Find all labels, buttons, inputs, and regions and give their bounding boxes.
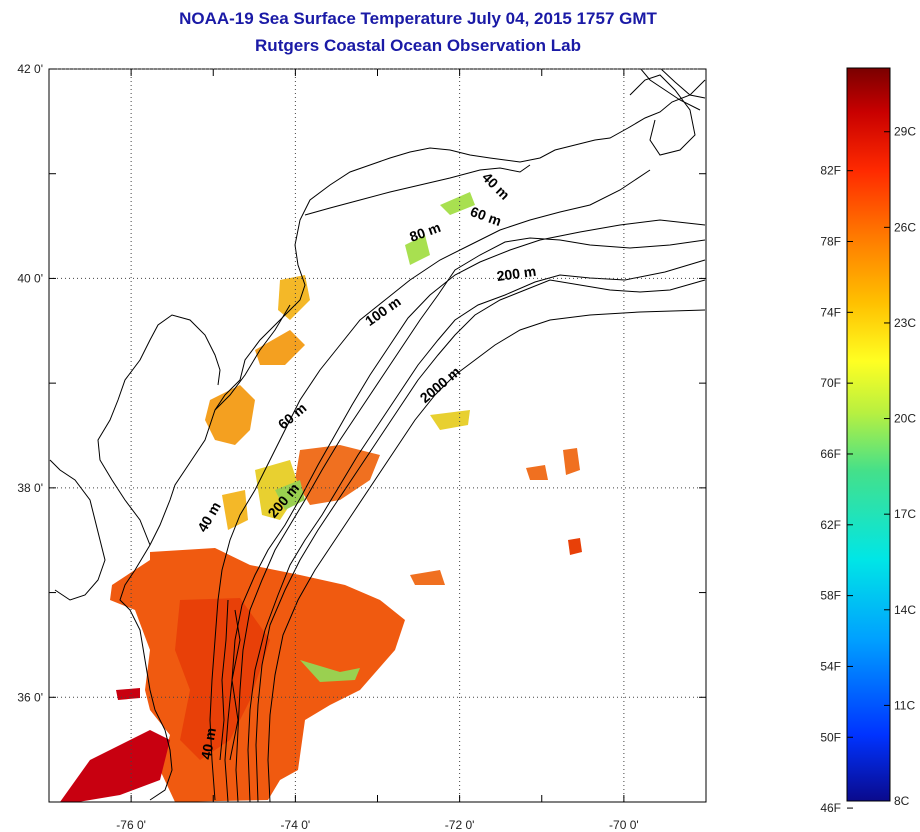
isobath-label: 40 m xyxy=(198,726,219,760)
colorbar-f-label: 66F xyxy=(820,447,841,461)
isobath-2000m xyxy=(267,309,706,802)
sst-patch-capemay xyxy=(255,330,305,365)
colorbar-c-label: 11C xyxy=(894,698,915,712)
lat-tick-label: 40 0' xyxy=(17,271,43,285)
colorbar-f-label: 46F xyxy=(820,801,841,815)
colorbar-c-label: 17C xyxy=(894,507,916,521)
sst-patch-pamlico xyxy=(116,688,140,700)
sst-patch-eddy4 xyxy=(410,570,445,585)
sst-patch-chesapeake-mouth xyxy=(222,490,248,530)
colorbar-f-label: 50F xyxy=(820,730,841,744)
sst-patches xyxy=(60,192,582,802)
lon-tick-label: -70 0' xyxy=(609,818,639,832)
map-subtitle: Rutgers Coastal Ocean Observation Lab xyxy=(255,36,581,55)
isobath-label: 200 m xyxy=(496,263,538,284)
coastline-chesapeake xyxy=(97,314,221,546)
colorbar-c-label: 26C xyxy=(894,220,916,234)
lat-tick-label: 42 0' xyxy=(17,62,43,76)
isobath-label: 60 m xyxy=(468,203,503,229)
coastlines-and-isobaths xyxy=(49,69,706,802)
lon-tick-label: -76 0' xyxy=(116,818,146,832)
coastline-delaware xyxy=(214,304,291,411)
isobath-label: 60 m xyxy=(275,400,310,433)
sst-patch-delmarva xyxy=(205,385,255,445)
isobath-100m xyxy=(247,259,706,802)
sst-patch-eddy2 xyxy=(568,538,582,555)
canyon-contours xyxy=(219,599,241,761)
isobath-label: 2000 m xyxy=(417,363,464,406)
isobath-80m xyxy=(235,237,706,802)
lat-tick-label: 38 0' xyxy=(17,481,43,495)
colorbar-c-label: 23C xyxy=(894,316,916,330)
colorbar-f-label: 82F xyxy=(820,164,841,178)
colorbar-f-label: 54F xyxy=(820,659,841,673)
sst-patch-capehatteras xyxy=(60,730,170,802)
colorbar-f-label: 62F xyxy=(820,518,841,532)
colorbar-f-label: 58F xyxy=(820,589,841,603)
sst-patch-offshore-yellow xyxy=(430,410,470,430)
sst-patch-li-green2 xyxy=(440,192,475,215)
sst-patch-green-edge xyxy=(300,660,360,682)
colorbar-f-label: 70F xyxy=(820,376,841,390)
isobath-60m xyxy=(224,219,706,802)
sst-patch-eddy1 xyxy=(563,448,580,475)
colorbar-f-label: 78F xyxy=(820,235,841,249)
isobath-label: 100 m xyxy=(362,293,404,329)
lon-tick-label: -74 0' xyxy=(281,818,311,832)
coastline-inland xyxy=(49,459,106,601)
lat-tick-label: 36 0' xyxy=(17,690,43,704)
colorbar-c-label: 14C xyxy=(894,603,916,617)
sst-patch-li-green1 xyxy=(405,235,430,265)
coastline-gulfofmaine xyxy=(640,69,706,111)
colorbar xyxy=(846,67,891,802)
lon-tick-label: -72 0' xyxy=(445,818,475,832)
isobath-40m xyxy=(209,169,651,801)
colorbar-c-label: 29C xyxy=(894,125,916,139)
colorbar-f-label: 74F xyxy=(820,305,841,319)
coastline-longisland xyxy=(304,164,531,216)
colorbar-ticks: 82F 78F 74F 70F 66F 62F 58F 54F 50F 46F 29C 26C 23C 2… xyxy=(820,125,916,815)
coastline-main xyxy=(119,79,706,801)
sst-patch-shelf-mid xyxy=(295,445,380,505)
isobath-label: 40 m xyxy=(479,169,513,203)
sst-patch-nj xyxy=(278,275,310,320)
isobath-label: 40 m xyxy=(194,499,224,535)
colorbar-c-label: 8C xyxy=(894,794,910,808)
isobath-200m xyxy=(255,279,706,802)
sst-patch-eddy3 xyxy=(526,465,548,480)
colorbar-c-label: 20C xyxy=(894,412,916,426)
map-title: NOAA-19 Sea Surface Temperature July 04,… xyxy=(179,9,657,28)
coastline-capecod xyxy=(629,74,696,156)
map-axis-ticks: -76 0' -74 0' -72 0' -70 0' 42 0' 40 0' 38 0' 3… xyxy=(17,62,707,832)
